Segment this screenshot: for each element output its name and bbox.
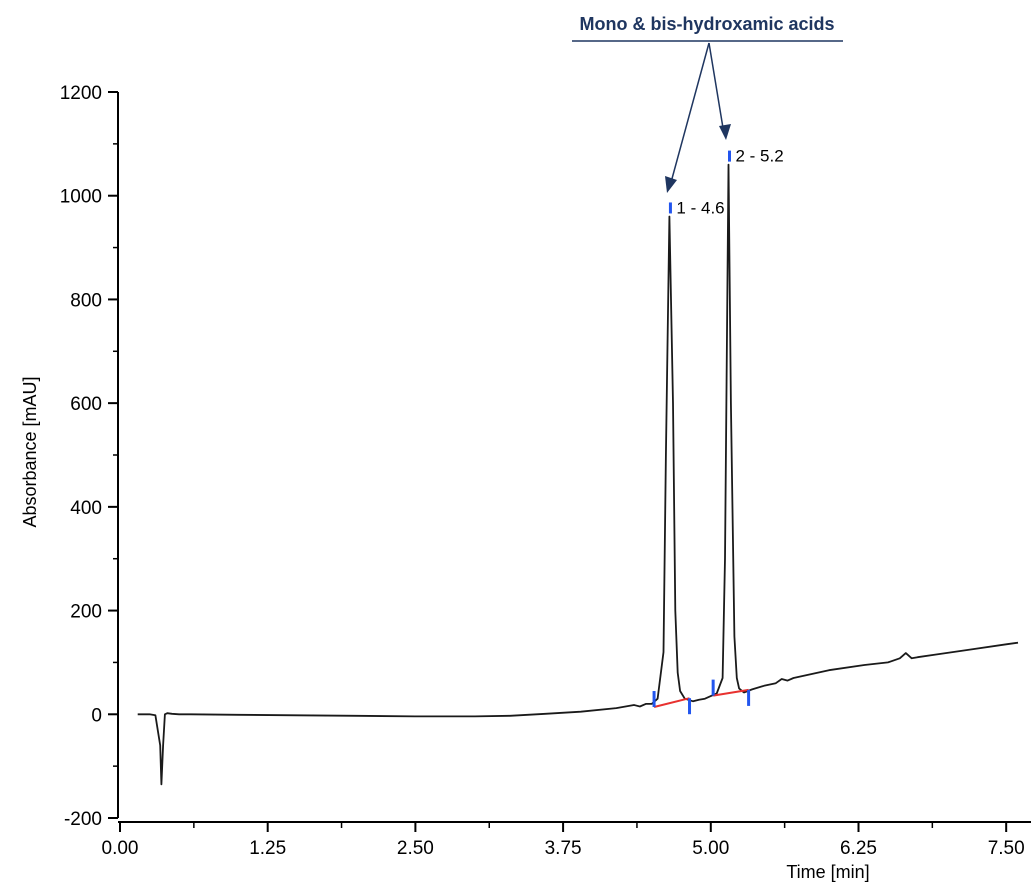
x-tick-label: 1.25 — [249, 838, 286, 859]
peak-labels: 1 - 4.6 2 - 5.2 — [668, 147, 784, 217]
annotation-text: Mono & bis-hydroxamic acids — [579, 14, 834, 34]
annotation-arrow-1 — [669, 42, 710, 187]
y-tick-label: 200 — [70, 602, 102, 623]
y-tick-label: 600 — [70, 394, 102, 415]
annotation: Mono & bis-hydroxamic acids — [572, 14, 843, 193]
x-tick-label: 7.50 — [988, 838, 1025, 859]
y-tick-label: -200 — [64, 809, 102, 830]
x-tick-label: 5.00 — [692, 838, 729, 859]
integration-baseline — [653, 697, 690, 708]
peak-label: 1 - 4.6 — [676, 198, 724, 217]
y-axis-title: Absorbance [mAU] — [20, 376, 40, 527]
y-tick-label: 0 — [91, 705, 102, 726]
traces — [137, 163, 1019, 786]
y-tick-label: 1200 — [60, 83, 102, 104]
chromatogram-trace — [137, 163, 1019, 786]
annotation-arrowhead-2 — [719, 124, 731, 140]
annotation-arrowhead-1 — [665, 176, 677, 193]
peak-label: 2 - 5.2 — [736, 147, 784, 166]
x-tick-label: 0.00 — [102, 838, 139, 859]
x-tick-label: 3.75 — [545, 838, 582, 859]
x-tick-label: 6.25 — [840, 838, 877, 859]
x-tick-label: 2.50 — [397, 838, 434, 859]
x-axis: 0.00 1.25 2.50 3.75 5.00 6.25 7.50 — [102, 821, 1031, 859]
annotation-arrow-2 — [708, 42, 725, 135]
integration-baseline — [713, 688, 749, 697]
y-tick-label: 800 — [70, 290, 102, 311]
x-axis-title: Time [min] — [786, 862, 869, 882]
integration-markers — [652, 679, 751, 715]
y-tick-label: 400 — [70, 498, 102, 519]
y-tick-label: 1000 — [60, 187, 102, 208]
y-axis: -200 0 200 400 600 800 1000 1200 — [60, 83, 119, 830]
